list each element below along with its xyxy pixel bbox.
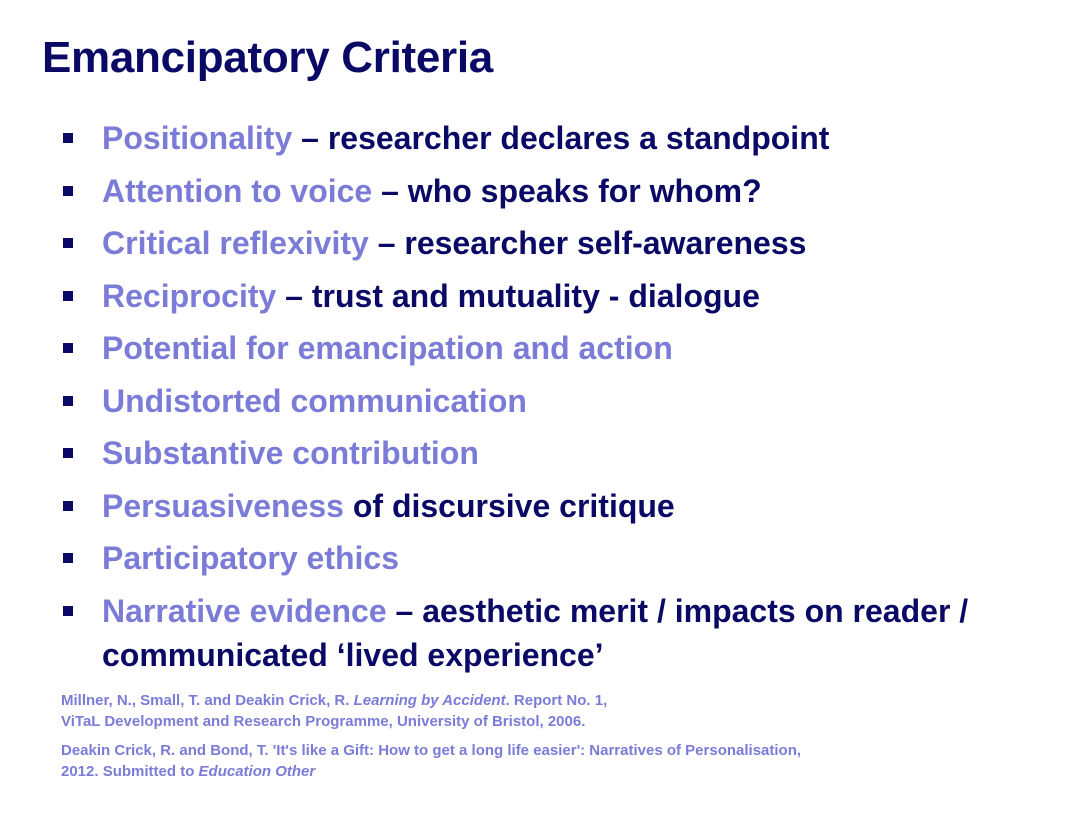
list-item: Participatory ethics (60, 536, 1060, 580)
bullet-square-icon (63, 605, 73, 616)
reference-text: 2012. Submitted to (61, 763, 199, 780)
list-item: Undistorted communication (60, 379, 1060, 423)
criterion-term: Reciprocity (102, 277, 277, 314)
reference-text: Deakin Crick, R. and Bond, T. 'It's like… (61, 742, 802, 759)
reference-2: Deakin Crick, R. and Bond, T. 'It's like… (61, 740, 1061, 782)
bullet-square-icon (63, 448, 73, 458)
list-item: Critical reflexivity – researcher self-a… (60, 221, 1060, 265)
reference-text: ViTaL Development and Research Programme… (61, 713, 586, 730)
criterion-term: Attention to voice (102, 172, 373, 209)
reference-text: Millner, N., Small, T. and Deakin Crick,… (61, 692, 354, 709)
reference-1: Millner, N., Small, T. and Deakin Crick,… (61, 690, 1061, 732)
bullet-square-icon (63, 395, 73, 406)
reference-title: Learning by Accident (353, 692, 506, 709)
bullet-square-icon (63, 553, 73, 563)
criterion-description: – aesthetic merit / impacts on reader / … (102, 592, 969, 673)
bullet-square-icon (63, 133, 73, 143)
criterion-term: Critical reflexivity (102, 225, 369, 261)
slide-title: Emancipatory Criteria (42, 33, 493, 82)
list-item: Reciprocity – trust and mutuality - dial… (60, 274, 1060, 318)
criterion-term: Narrative evidence (102, 592, 387, 629)
bullet-square-icon (63, 185, 73, 196)
bullet-square-icon (63, 500, 73, 511)
bullet-square-icon (63, 290, 73, 301)
criterion-description: – who speaks for whom? (372, 172, 762, 209)
criterion-term: Substantive contribution (102, 435, 479, 471)
criterion-term: Positionality (102, 120, 293, 156)
criterion-term: Persuasiveness (102, 487, 344, 524)
criterion-description: of discursive critique (343, 487, 675, 524)
references: Millner, N., Small, T. and Deakin Crick,… (61, 690, 1061, 790)
criterion-term: Undistorted communication (102, 382, 527, 419)
reference-text: . Report No. 1, (505, 692, 608, 709)
list-item: Substantive contribution (60, 431, 1060, 475)
list-item: Persuasiveness of discursive critique (60, 484, 1060, 528)
bullet-square-icon (63, 343, 73, 353)
criterion-description: – researcher self-awareness (368, 225, 807, 261)
bullet-square-icon (63, 238, 73, 248)
list-item: Positionality – researcher declares a st… (60, 116, 1060, 160)
criterion-term: Potential for emancipation and action (102, 330, 673, 366)
list-item: Attention to voice – who speaks for whom… (60, 169, 1060, 213)
list-item: Potential for emancipation and action (60, 326, 1060, 370)
criteria-list: Positionality – researcher declares a st… (60, 116, 1060, 685)
list-item: Narrative evidence – aesthetic merit / i… (60, 589, 1060, 677)
criterion-description: – trust and mutuality - dialogue (276, 277, 760, 314)
criterion-term: Participatory ethics (102, 540, 399, 576)
criterion-description: – researcher declares a standpoint (292, 120, 830, 156)
reference-title: Education Other (198, 763, 316, 780)
